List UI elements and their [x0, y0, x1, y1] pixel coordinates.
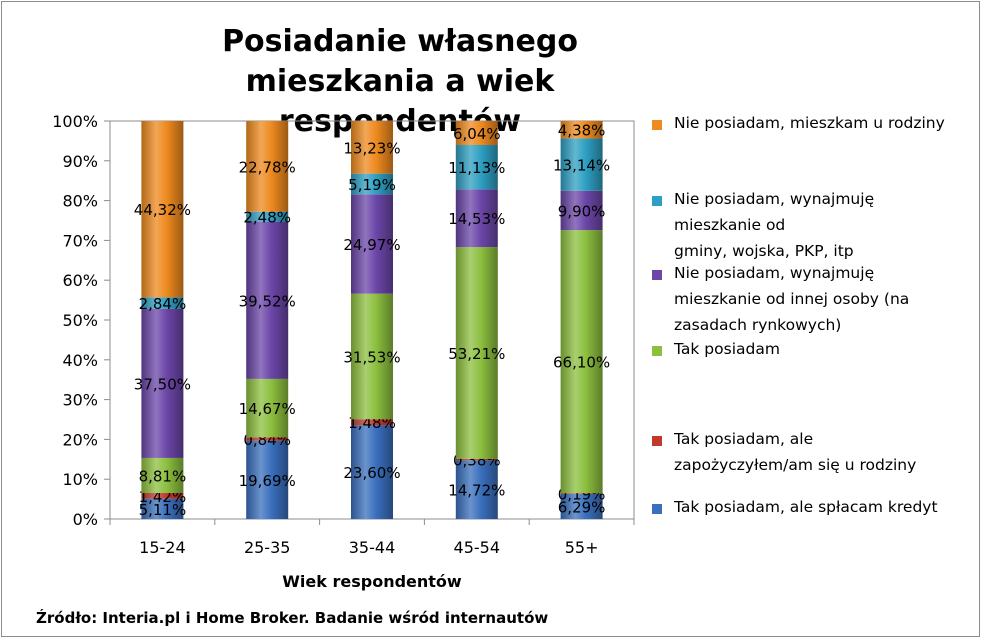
data-label: 13,14% [553, 157, 610, 175]
bar-segment [141, 457, 184, 494]
data-label: 44,32% [134, 201, 191, 219]
bar-segment [141, 493, 184, 499]
legend-label-line: Tak posiadam, ale [674, 430, 814, 448]
data-label: 5,19% [348, 176, 396, 194]
legend-swatch [652, 270, 662, 280]
bar-segment [351, 121, 393, 174]
data-label: 11,13% [448, 159, 505, 177]
bar-segment [351, 194, 393, 294]
bar-segment [455, 458, 498, 461]
bar-segment [455, 460, 498, 519]
data-label: 66,10% [553, 354, 610, 372]
legend-label-line: Tak posiadam, ale spłacam kredyt [674, 498, 938, 516]
legend-label-line: Nie posiadam, wynajmuję [674, 264, 875, 282]
data-label: 14,53% [448, 210, 505, 228]
data-label: 5,11% [139, 501, 187, 519]
bar-segment [246, 121, 289, 212]
bar-segment [560, 493, 603, 519]
bar-segment [141, 121, 184, 298]
data-label: 31,53% [343, 348, 400, 366]
bar-segment [141, 297, 184, 309]
bar-segment [246, 440, 289, 519]
x-tick-label: 25-35 [244, 538, 291, 557]
bar-segment [455, 189, 498, 248]
legend-label-line: zapożyczyłem/am się u rodziny [674, 456, 917, 474]
legend-swatch [652, 436, 662, 446]
bar-segment [246, 221, 289, 379]
x-axis-title: Wiek respondentów [282, 572, 462, 591]
y-tick-label: 0% [73, 510, 98, 529]
legend-swatch [652, 346, 662, 356]
y-tick-label: 30% [62, 391, 98, 410]
legend-label: Tak posiadam, ale spłacam kredyt [674, 494, 974, 520]
bar-segment [351, 425, 393, 519]
data-label: 22,78% [239, 158, 296, 176]
y-tick-label: 70% [62, 231, 98, 250]
data-label: 2,48% [243, 209, 291, 227]
bar-segment [560, 138, 603, 191]
data-label: 9,90% [558, 202, 606, 220]
y-tick-label: 20% [62, 430, 98, 449]
legend-label-line: Nie posiadam, wynajmuję [674, 190, 875, 208]
legend-label-line: mieszkanie od innej osoby (na [674, 290, 910, 308]
bar-segment [560, 493, 603, 494]
y-tick-label: 90% [62, 152, 98, 171]
data-label: 14,72% [448, 482, 505, 500]
bar-segment [246, 378, 289, 438]
legend-label-line: mieszkanie od [674, 216, 786, 234]
y-tick-label: 50% [62, 311, 98, 330]
bar-segment [246, 211, 289, 222]
legend-swatch [652, 504, 662, 514]
y-tick-label: 80% [62, 192, 98, 211]
data-label: 2,84% [139, 295, 187, 313]
x-tick-label: 15-24 [139, 538, 186, 557]
data-label: 6,04% [453, 125, 501, 143]
data-label: 13,23% [343, 139, 400, 157]
data-label: 19,69% [239, 472, 296, 490]
bar-segment [455, 120, 498, 145]
bar-segment [560, 230, 603, 494]
legend-label-line: Tak posiadam [674, 340, 780, 358]
legend-label: Nie posiadam, wynajmuję mieszkanie od gmin… [674, 186, 974, 264]
y-tick-label: 100% [52, 112, 98, 131]
data-label: 4,38% [558, 122, 606, 140]
bar-segment [141, 308, 184, 458]
legend-swatch [652, 196, 662, 206]
bar-segment [141, 498, 184, 519]
legend-swatch [652, 120, 662, 130]
y-tick-label: 10% [62, 470, 98, 489]
y-tick-label: 60% [62, 271, 98, 290]
bar-segment [351, 293, 393, 420]
data-label: 6,29% [558, 498, 606, 516]
data-label: 37,50% [134, 375, 191, 393]
bar-segment [246, 437, 289, 441]
bar-segment [560, 190, 603, 231]
data-label: 14,67% [239, 400, 296, 418]
legend-label-line: Nie posiadam, mieszkam u rodziny [674, 114, 945, 132]
legend-label: Tak posiadam, ale zapożyczyłem/am się u r… [674, 426, 974, 478]
y-tick-label: 40% [62, 351, 98, 370]
bar-segment [351, 173, 393, 195]
data-label: 23,60% [343, 464, 400, 482]
x-tick-label: 45-54 [454, 538, 501, 557]
data-label: 39,52% [239, 292, 296, 310]
data-label: 53,21% [448, 345, 505, 363]
x-tick-label: 55+ [565, 538, 599, 557]
bar-segment [351, 419, 393, 426]
legend-label: Nie posiadam, wynajmuję mieszkanie od inn… [674, 260, 974, 338]
source-note: Źródło: Interia.pl i Home Broker. Badani… [36, 609, 549, 627]
legend-label: Nie posiadam, mieszkam u rodziny [674, 110, 974, 136]
bar-segment [455, 144, 498, 190]
legend-label-line: zasadach rynkowych) [674, 316, 842, 334]
bar-segment [560, 121, 603, 139]
x-tick-label: 35-44 [349, 538, 396, 557]
legend-label-line: gminy, wojska, PKP, itp [674, 242, 854, 260]
legend-label: Tak posiadam [674, 336, 974, 362]
data-label: 8,81% [139, 467, 187, 485]
bar-segment [455, 247, 498, 459]
data-label: 24,97% [343, 236, 400, 254]
